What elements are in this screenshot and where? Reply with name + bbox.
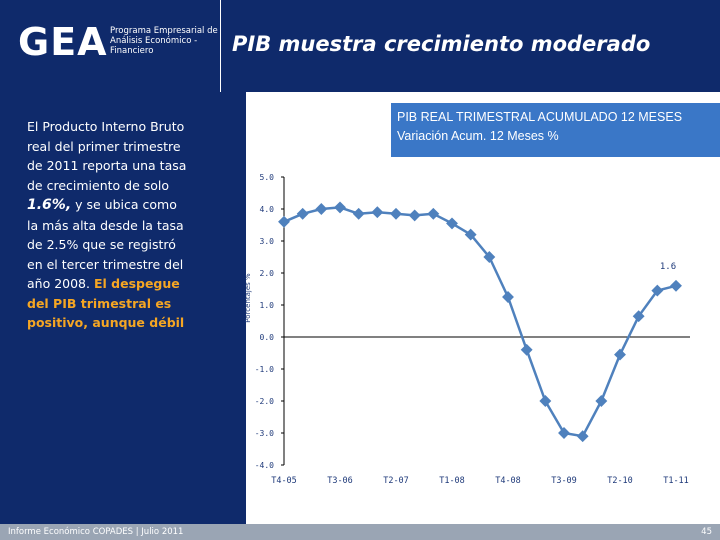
x-tick-label: T2-10 (607, 476, 633, 486)
data-point-marker (558, 427, 570, 439)
data-point-marker (296, 207, 309, 220)
last-value-annotation: 1.6 (660, 262, 676, 272)
slide-title: PIB muestra crecimiento moderado (232, 32, 651, 56)
description-text: El Producto Interno Bruto real del prime… (27, 117, 187, 333)
footer-report-label: Informe Económico COPADES | Julio 2011 (8, 527, 184, 537)
footer-bar: Informe Económico COPADES | Julio 2011 4… (0, 524, 720, 540)
data-point-marker (446, 217, 458, 230)
gea-logo: GEA (18, 20, 108, 64)
growth-rate-emphasis: 1.6%, (27, 197, 72, 213)
y-tick-label: 5.0 (260, 173, 275, 182)
data-point-marker (539, 395, 552, 407)
data-point-marker (576, 430, 589, 443)
x-tick-label: T3-06 (327, 476, 353, 486)
chart-axes (283, 177, 690, 465)
x-tick-label: T4-08 (495, 476, 521, 486)
data-point-marker (408, 209, 421, 222)
left-panel (0, 92, 246, 524)
data-point-marker (315, 203, 328, 215)
x-tick-label: T3-09 (551, 476, 577, 486)
data-point-marker (614, 348, 626, 361)
logo-subtitle: Programa Empresarial de Análisis Económi… (110, 26, 218, 56)
gdp-series-line (283, 206, 677, 438)
chart-header: PIB REAL TRIMESTRAL ACUMULADO 12 MESES V… (391, 103, 720, 157)
y-tick-label: -1.0 (255, 365, 274, 374)
data-point-marker (520, 343, 533, 356)
page-number: 45 (701, 527, 712, 537)
y-axis-label: Porcentajes % (244, 273, 252, 323)
data-point-marker (502, 291, 514, 303)
data-point-marker (670, 279, 682, 292)
data-point-marker (352, 207, 365, 220)
description-part-2: y se ubica como la más alta desde la tas… (27, 197, 184, 291)
data-point-marker (483, 251, 496, 263)
series-layer (278, 201, 682, 443)
description-part-1: El Producto Interno Bruto real del prime… (27, 119, 187, 193)
data-point-marker (595, 395, 608, 407)
header-divider (220, 0, 221, 92)
data-point-marker (278, 215, 290, 228)
x-tick-label: T2-07 (383, 476, 409, 486)
y-tick-label: 1.0 (260, 301, 275, 310)
y-tick-label: -3.0 (255, 429, 274, 438)
data-point-marker (427, 207, 440, 220)
x-tick-label: T1-11 (663, 476, 689, 486)
chart-subtitle: Variación Acum. 12 Meses % (397, 129, 559, 143)
y-tick-label: 0.0 (260, 333, 275, 342)
y-tick-label: 3.0 (260, 237, 275, 246)
gdp-line-chart: 5.0 4.0 3.0 2.0 1.0 0.0 -1.0 -2.0 -3.0 -4.0 T4-05… (244, 173, 690, 486)
y-tick-labels: 5.0 4.0 3.0 2.0 1.0 0.0 -1.0 -2.0 -3.0 -4.0 (255, 173, 284, 470)
data-point-marker (464, 228, 477, 241)
y-tick-label: -4.0 (255, 461, 274, 470)
data-point-marker (371, 206, 384, 219)
data-point-marker (334, 201, 346, 214)
highlight-text: El despegue del PIB trimestral es positi… (27, 276, 185, 330)
chart-title: PIB REAL TRIMESTRAL ACUMULADO 12 MESES (397, 110, 683, 124)
header-bar: GEA Programa Empresarial de Análisis Eco… (0, 0, 720, 92)
data-point-marker (390, 207, 402, 220)
y-tick-label: 4.0 (260, 205, 275, 214)
x-tick-label: T1-08 (439, 476, 465, 486)
y-tick-label: 2.0 (260, 269, 275, 278)
y-tick-label: -2.0 (255, 397, 274, 406)
x-tick-labels: T4-05 T3-06 T2-07 T1-08 T4-08 T3-09 T2-10 T1-11 (271, 476, 689, 486)
x-tick-label: T4-05 (271, 476, 297, 486)
